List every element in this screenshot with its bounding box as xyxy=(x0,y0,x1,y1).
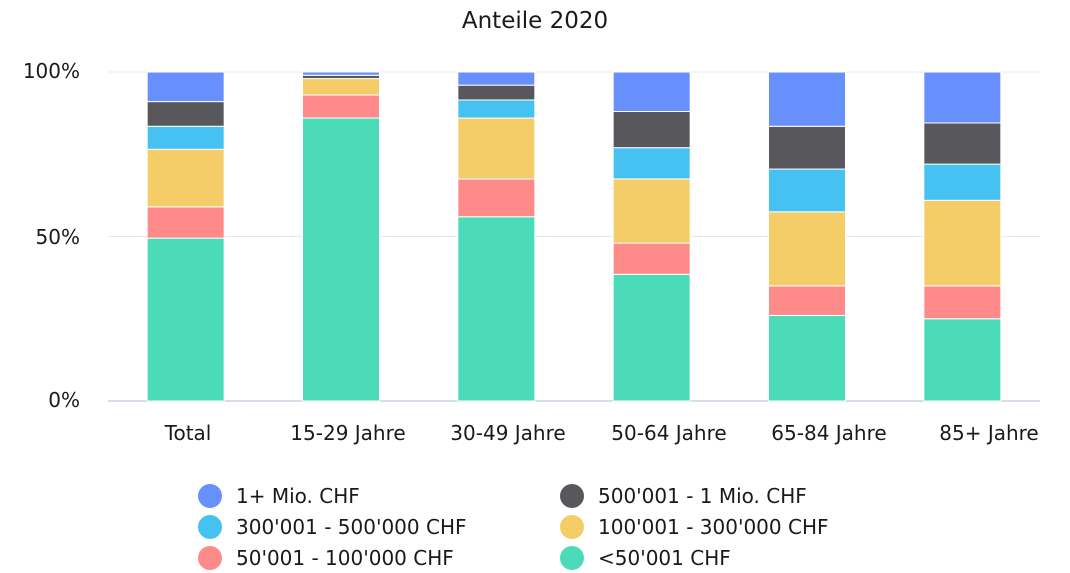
legend-dot-icon xyxy=(560,484,584,508)
bar-segment[interactable] xyxy=(302,78,380,96)
legend-label: 100'001 - 300'000 CHF xyxy=(598,515,829,539)
bar-segment[interactable] xyxy=(612,273,691,402)
bar-segment[interactable] xyxy=(768,71,846,127)
x-tick-label: 65-84 Jahre xyxy=(771,421,887,445)
legend-label: 500'001 - 1 Mio. CHF xyxy=(598,484,807,508)
bar-segment[interactable] xyxy=(146,237,225,402)
bar-segment[interactable] xyxy=(302,117,380,402)
legend-item[interactable]: 50'001 - 100'000 CHF xyxy=(198,546,454,570)
x-tick-label: 30-49 Jahre xyxy=(450,421,566,445)
legend-item[interactable]: 100'001 - 300'000 CHF xyxy=(560,515,829,539)
legend-label: 50'001 - 100'000 CHF xyxy=(236,546,454,570)
bar-segment[interactable] xyxy=(768,314,846,402)
y-tick-label: 100% xyxy=(22,59,80,83)
legend-item[interactable]: 500'001 - 1 Mio. CHF xyxy=(560,484,807,508)
bar-segment[interactable] xyxy=(612,242,691,275)
bar-segment[interactable] xyxy=(923,285,1002,320)
bar-segment[interactable] xyxy=(923,163,1002,201)
bar-segment[interactable] xyxy=(923,122,1002,165)
bar-segment[interactable] xyxy=(612,178,691,244)
bar-segment[interactable] xyxy=(457,117,536,180)
bar-segment[interactable] xyxy=(612,71,691,112)
x-tick-label: Total xyxy=(164,421,212,445)
legend-dot-icon xyxy=(198,484,222,508)
bar-segment[interactable] xyxy=(457,216,536,402)
bar-segment[interactable] xyxy=(612,147,691,180)
y-tick-label: 50% xyxy=(35,225,80,249)
y-tick-label: 0% xyxy=(48,388,80,412)
chart-title: Anteile 2020 xyxy=(461,8,609,34)
bar-segment[interactable] xyxy=(457,99,536,119)
bar-segment[interactable] xyxy=(768,285,846,316)
bar-segment[interactable] xyxy=(146,101,225,127)
legend-label: <50'001 CHF xyxy=(598,546,731,570)
legend-item[interactable]: 300'001 - 500'000 CHF xyxy=(198,515,467,539)
bar-segment[interactable] xyxy=(302,71,380,76)
x-tick-label: 50-64 Jahre xyxy=(611,421,727,445)
bar-segment[interactable] xyxy=(146,148,225,208)
legend-dot-icon xyxy=(560,546,584,570)
x-tick-label: 85+ Jahre xyxy=(939,421,1039,445)
bar-segment[interactable] xyxy=(923,318,1002,402)
bar-segment[interactable] xyxy=(302,94,380,119)
legend-label: 1+ Mio. CHF xyxy=(236,484,360,508)
x-tick-label: 15-29 Jahre xyxy=(290,421,406,445)
bar-segment[interactable] xyxy=(923,199,1002,287)
bar-segment[interactable] xyxy=(923,71,1002,124)
legend-dot-icon xyxy=(560,515,584,539)
legend-dot-icon xyxy=(198,546,222,570)
bar-segment[interactable] xyxy=(146,206,225,239)
legend-item[interactable]: <50'001 CHF xyxy=(560,546,731,570)
legend-item[interactable]: 1+ Mio. CHF xyxy=(198,484,360,508)
bar-segment[interactable] xyxy=(146,125,225,150)
bar-segment[interactable] xyxy=(146,71,225,103)
bar-segment[interactable] xyxy=(457,84,536,101)
legend-dot-icon xyxy=(198,515,222,539)
legend-label: 300'001 - 500'000 CHF xyxy=(236,515,467,539)
bar-segment[interactable] xyxy=(457,71,536,86)
bar-segment[interactable] xyxy=(768,211,846,287)
bar-segment[interactable] xyxy=(612,110,691,149)
bar-segment[interactable] xyxy=(457,178,536,218)
bar-segment[interactable] xyxy=(768,168,846,213)
bar-segment[interactable] xyxy=(768,125,846,170)
